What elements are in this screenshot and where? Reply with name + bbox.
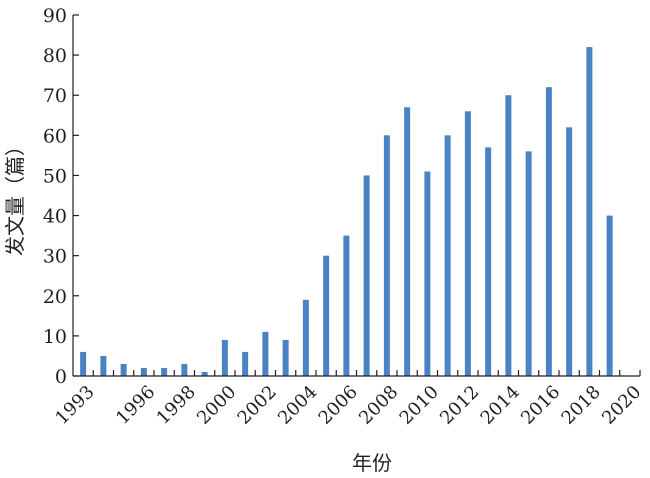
bar-2014	[505, 95, 512, 376]
bar-2011	[444, 135, 451, 376]
bar-1995	[120, 363, 127, 376]
bar-2000	[221, 339, 228, 376]
bar-2016	[545, 87, 552, 376]
y-tick-label-20: 20	[43, 286, 67, 308]
bar-2015	[525, 151, 532, 376]
bar-1994	[100, 355, 107, 376]
y-tick-label-70: 70	[43, 85, 67, 107]
y-tick-label-40: 40	[43, 206, 67, 228]
x-axis: 1993 199619982000200220042006200820102012…	[51, 370, 645, 429]
x-tick-label-2008: 2008	[355, 382, 402, 429]
bar-2012	[464, 111, 471, 377]
x-tick-label-2004: 2004	[274, 382, 321, 429]
x-tick-label-1993: 1993	[51, 382, 98, 429]
y-axis-title: 发文量（篇）	[3, 136, 27, 256]
bar-2003	[282, 339, 289, 376]
y-tick-label-60: 60	[43, 125, 67, 147]
y-tick-label-10: 10	[43, 326, 67, 348]
x-tick-label-1998: 1998	[153, 382, 200, 429]
bar-2002	[262, 331, 269, 376]
x-tick-label-2010: 2010	[396, 382, 443, 429]
bar-1998	[181, 363, 188, 376]
x-tick-label-2006: 2006	[315, 382, 362, 429]
bar-2008	[383, 135, 390, 376]
y-tick-label-0: 0	[55, 366, 67, 388]
bar-2004	[302, 299, 309, 376]
bar-2019	[606, 215, 613, 376]
bar-2005	[323, 255, 330, 376]
x-tick-label-2014: 2014	[477, 382, 524, 429]
bar-2018	[586, 47, 593, 377]
bar-1999	[201, 371, 208, 376]
bar-1996	[140, 367, 147, 376]
x-axis-title: 年份	[352, 451, 392, 475]
bar-2009	[404, 107, 411, 376]
x-tick-label-2016: 2016	[517, 382, 564, 429]
x-tick-label-2020: 2020	[598, 382, 645, 429]
y-tick-label-50: 50	[43, 165, 67, 187]
x-tick-label-2018: 2018	[558, 382, 605, 429]
bar-2007	[363, 175, 370, 376]
bar-2001	[242, 351, 249, 376]
y-tick-label-90: 90	[43, 5, 67, 27]
x-tick-label-2002: 2002	[234, 382, 281, 429]
y-tick-label-80: 80	[43, 45, 67, 67]
bar-1997	[161, 367, 168, 376]
bar-1993	[80, 351, 87, 376]
bar-2013	[485, 147, 492, 376]
bar-2006	[343, 235, 350, 376]
x-tick-label-2000: 2000	[193, 382, 240, 429]
bars-group	[80, 47, 613, 377]
x-tick-label-1996: 1996	[112, 382, 159, 429]
y-tick-label-30: 30	[43, 246, 67, 268]
bar-2010	[424, 171, 431, 376]
x-tick-label-2012: 2012	[436, 382, 483, 429]
y-axis: 0 10 20 30 40 50 60 70 80 90	[43, 5, 79, 388]
bar-2017	[566, 127, 573, 376]
